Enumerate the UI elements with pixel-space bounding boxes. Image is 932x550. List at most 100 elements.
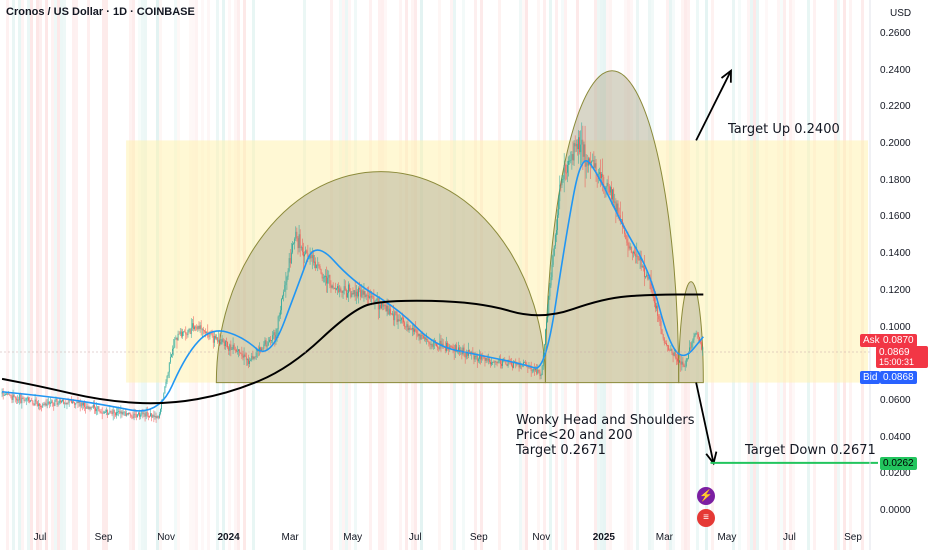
candle-body bbox=[614, 201, 616, 203]
candle-body bbox=[554, 234, 556, 246]
candle-body bbox=[24, 400, 26, 402]
candle-body bbox=[352, 293, 354, 295]
candle-body bbox=[642, 266, 644, 268]
candle-body bbox=[234, 349, 236, 351]
candle-body bbox=[658, 315, 660, 320]
candle-body bbox=[535, 369, 536, 371]
candle-body bbox=[612, 189, 613, 200]
signal-stripe bbox=[30, 0, 33, 550]
candle-body bbox=[218, 340, 220, 342]
candle-body bbox=[618, 214, 620, 216]
candle-body bbox=[523, 362, 524, 365]
candle-body bbox=[595, 163, 597, 174]
candle-body bbox=[316, 265, 318, 269]
candle-body bbox=[539, 371, 541, 376]
ask-label: Ask bbox=[860, 334, 883, 347]
candle-body bbox=[18, 399, 19, 401]
candle-body bbox=[278, 315, 280, 317]
candle-body bbox=[150, 413, 151, 417]
candle-body bbox=[343, 286, 345, 291]
candle-body bbox=[387, 305, 389, 315]
candle-body bbox=[332, 285, 334, 289]
candle-body bbox=[326, 275, 327, 284]
candle-body bbox=[557, 215, 558, 231]
candle-body bbox=[226, 341, 227, 342]
y-tick-label: 0.2200 bbox=[880, 101, 911, 113]
candle-body bbox=[220, 342, 222, 344]
candle-body bbox=[163, 393, 165, 400]
candle-body bbox=[584, 144, 586, 167]
candle-body bbox=[640, 256, 642, 268]
candle-body bbox=[408, 327, 410, 331]
candle-body bbox=[299, 234, 301, 248]
candle-body bbox=[507, 359, 509, 366]
candle-body bbox=[79, 401, 81, 407]
candle-body bbox=[380, 304, 381, 309]
candle-body bbox=[312, 255, 314, 263]
candle-body bbox=[677, 358, 678, 362]
candle-body bbox=[309, 253, 311, 259]
x-tick-label: May bbox=[343, 532, 363, 543]
candle-body bbox=[50, 402, 51, 404]
candle-body bbox=[681, 361, 683, 365]
candle-body bbox=[647, 274, 649, 279]
x-tick-label: Jul bbox=[33, 532, 47, 543]
candle-body bbox=[142, 412, 144, 414]
candle-body bbox=[7, 393, 8, 395]
candle-body bbox=[702, 347, 704, 350]
candle-body bbox=[57, 403, 59, 405]
candle-body bbox=[488, 358, 490, 362]
last-price-box: 0.0869 15:00:31 bbox=[876, 346, 928, 368]
candle-body bbox=[318, 264, 320, 267]
candle-body bbox=[693, 336, 695, 340]
moving-average-layer bbox=[1, 160, 704, 412]
candle-body bbox=[292, 244, 293, 253]
candle-body bbox=[212, 335, 214, 343]
candle-body bbox=[671, 349, 673, 353]
candle-body bbox=[429, 343, 431, 345]
candle-body bbox=[306, 250, 308, 254]
candle-body bbox=[33, 404, 35, 406]
candle-body bbox=[626, 238, 628, 243]
signal-stripe bbox=[105, 0, 108, 550]
candle-body bbox=[229, 344, 231, 351]
lightning-icon[interactable]: ⚡ bbox=[697, 487, 715, 505]
candle-body bbox=[362, 290, 364, 295]
candle-body bbox=[98, 406, 100, 412]
candle-body bbox=[646, 274, 648, 277]
candle-body bbox=[578, 137, 579, 150]
candle-body bbox=[472, 351, 474, 354]
y-tick-label: 0.1800 bbox=[880, 174, 911, 186]
candle-body bbox=[35, 399, 37, 402]
signal-stripe bbox=[21, 0, 24, 550]
candle-body bbox=[581, 139, 583, 145]
candle-body bbox=[411, 328, 413, 330]
events-flag-icon[interactable]: ≡ bbox=[697, 509, 715, 527]
candle-body bbox=[400, 317, 402, 321]
candle-body bbox=[512, 365, 513, 368]
candle-body bbox=[166, 376, 168, 382]
candle-body bbox=[402, 317, 403, 319]
candle-body bbox=[513, 362, 514, 368]
candle-body bbox=[525, 362, 527, 364]
candle-body bbox=[494, 361, 496, 363]
target-up-arrow-head bbox=[720, 68, 732, 83]
candle-body bbox=[221, 339, 223, 343]
candle-body bbox=[68, 399, 70, 403]
candle-body bbox=[239, 349, 241, 353]
candle-body bbox=[219, 340, 221, 344]
candle-body bbox=[80, 402, 82, 407]
y-tick-label: 0.1000 bbox=[880, 321, 911, 333]
candle-body bbox=[47, 401, 49, 404]
candle-body bbox=[151, 413, 153, 418]
candle-body bbox=[414, 329, 415, 332]
candle-body bbox=[499, 358, 501, 364]
candle-body bbox=[67, 402, 69, 404]
candle-body bbox=[664, 343, 666, 344]
candle-body bbox=[458, 347, 459, 351]
candle-body bbox=[701, 342, 703, 350]
candle-body bbox=[10, 394, 12, 397]
candle-body bbox=[684, 366, 686, 367]
candle-body bbox=[102, 412, 104, 414]
candle-body bbox=[382, 302, 384, 307]
